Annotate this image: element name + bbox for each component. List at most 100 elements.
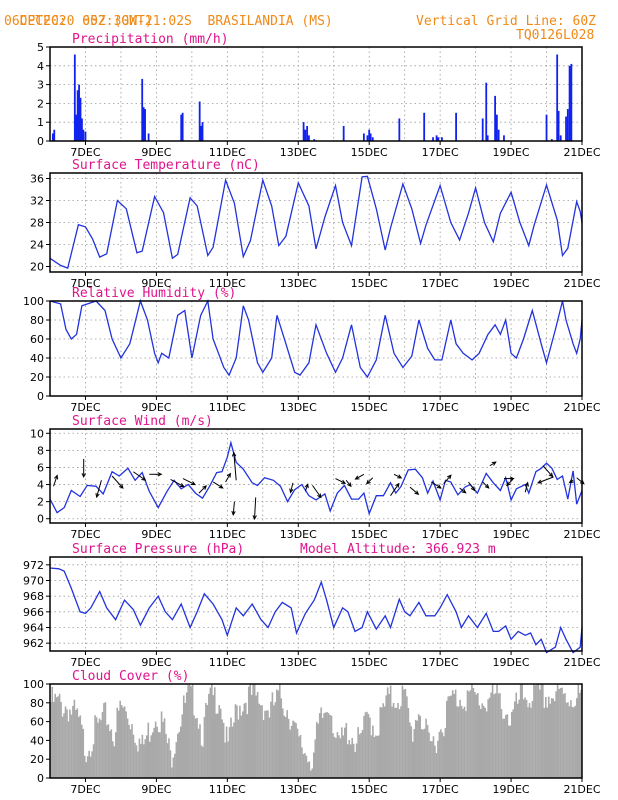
precip-bar bbox=[497, 129, 500, 141]
cloud-bar bbox=[295, 723, 297, 778]
cloud-bar bbox=[283, 715, 286, 778]
wind-arrow-head bbox=[179, 483, 185, 488]
cloud-bar bbox=[224, 742, 226, 778]
wind-xtick-label: 15DEC bbox=[351, 528, 388, 541]
wind-ytick-label: 0 bbox=[37, 513, 44, 526]
precip-bar bbox=[369, 133, 372, 141]
precip-bar bbox=[141, 78, 144, 141]
cloud-bar bbox=[97, 722, 99, 778]
wind-ytick-label: 2 bbox=[37, 496, 44, 509]
cloud-bar bbox=[497, 693, 500, 778]
wind-arrow-head bbox=[365, 479, 371, 485]
cloud-bar bbox=[576, 698, 578, 778]
cloud-bar bbox=[530, 707, 532, 778]
precip-bar bbox=[398, 118, 401, 141]
humidity-frame bbox=[49, 300, 583, 397]
cloud-bar bbox=[451, 690, 454, 778]
precip-xtick-label: 15DEC bbox=[351, 146, 388, 159]
wind-line bbox=[49, 440, 583, 516]
cloud-bar bbox=[299, 734, 302, 778]
precip-bar bbox=[486, 135, 489, 141]
cloud-bar bbox=[511, 711, 513, 778]
precip-bar bbox=[144, 109, 146, 141]
wind-arrow-head bbox=[347, 482, 352, 488]
precip-ytick-label: 1 bbox=[37, 116, 44, 129]
cloud-bar bbox=[94, 715, 96, 778]
cloud-bar bbox=[86, 756, 89, 778]
cloud-bar bbox=[293, 721, 296, 778]
cloud-bar bbox=[219, 708, 222, 778]
cloud-bar bbox=[116, 707, 119, 778]
precip-bar bbox=[76, 90, 79, 141]
cloud-bar bbox=[72, 705, 74, 778]
precip-bar bbox=[559, 135, 562, 141]
cloud-bar bbox=[459, 699, 461, 778]
wind-arrow-head bbox=[141, 476, 147, 481]
cloud-bar bbox=[75, 709, 77, 778]
cloud-bar bbox=[280, 698, 283, 778]
cloud-bar bbox=[456, 706, 458, 778]
precip-bar bbox=[485, 82, 488, 141]
cloud-bar bbox=[558, 689, 560, 778]
cloud-bar bbox=[536, 684, 538, 778]
cloud-bar bbox=[143, 744, 145, 778]
wind-arrow-head bbox=[484, 484, 490, 489]
cloud-bar bbox=[462, 708, 464, 778]
temp-panel: 20 24 28 32 36 7DEC 9DEC 11DEC 13DEC 15DEC 17DEC 19… bbox=[30, 158, 601, 290]
cloud-bar bbox=[206, 705, 209, 778]
precip-bar bbox=[342, 125, 345, 141]
cloud-bar bbox=[231, 726, 234, 778]
wind-arrow-head bbox=[568, 478, 574, 484]
cloud-bar bbox=[159, 732, 161, 778]
cloud-bar bbox=[376, 735, 379, 778]
wind-arrow-head bbox=[354, 475, 360, 480]
cloud-bar bbox=[423, 728, 426, 778]
cloud-bar bbox=[227, 741, 229, 778]
cloud-bar bbox=[367, 714, 370, 778]
humidity-xtick-label: 7DEC bbox=[70, 401, 100, 414]
pressure-xtick-label: 11DEC bbox=[209, 656, 246, 669]
cloud-bar bbox=[508, 725, 510, 778]
cloud-bar bbox=[565, 702, 568, 778]
cloud-bar bbox=[113, 746, 116, 778]
humidity-xtick-label: 13DEC bbox=[280, 401, 317, 414]
cloud-bar bbox=[131, 723, 133, 778]
wind-arrow-head bbox=[536, 479, 543, 484]
cloud-bar bbox=[242, 711, 244, 778]
wind-arrow bbox=[232, 501, 235, 515]
precip-bar bbox=[570, 63, 573, 141]
cloud-bar bbox=[154, 721, 157, 778]
cloud-bar bbox=[577, 684, 580, 778]
cloud-bar bbox=[527, 707, 529, 778]
cloud-bar bbox=[311, 768, 314, 778]
cloud-bar bbox=[550, 698, 553, 778]
wind-arrow-head bbox=[304, 483, 309, 489]
cloud-bar bbox=[370, 735, 373, 778]
precip-xtick-label: 19DEC bbox=[493, 146, 530, 159]
wind-arrow-head bbox=[53, 474, 59, 480]
precip-bar bbox=[53, 129, 56, 141]
cloud-bar bbox=[234, 704, 237, 778]
humidity-xtick-label: 17DEC bbox=[422, 401, 459, 414]
precip-panel: 0 1 2 3 4 5 7DEC 9DEC 11DEC 13DEC 15DEC 17DEC 19DEC 2… bbox=[37, 32, 601, 159]
cloud-bar bbox=[515, 692, 518, 778]
cloud-bar bbox=[315, 721, 318, 778]
wind-arrow bbox=[409, 486, 419, 495]
cloud-bar bbox=[69, 709, 71, 778]
cloud-bar bbox=[351, 737, 354, 778]
cloud-bar bbox=[320, 707, 322, 778]
cloud-bar bbox=[185, 692, 188, 778]
pressure-extra-label: Model Altitude: 366.923 m bbox=[300, 542, 496, 557]
cloud-bar bbox=[104, 702, 107, 778]
cloud-bar bbox=[199, 724, 201, 778]
cloud-bar bbox=[122, 707, 124, 778]
pressure-ytick-label: 968 bbox=[23, 590, 44, 603]
wind-arrow-head bbox=[524, 481, 529, 487]
wind-arrow bbox=[524, 482, 529, 493]
cloud-bar bbox=[460, 705, 463, 778]
humidity-xtick-label: 21DEC bbox=[563, 401, 600, 414]
wind-arrow-head bbox=[231, 451, 237, 457]
cloud-bar bbox=[128, 724, 130, 778]
cloud-bar bbox=[373, 737, 376, 778]
